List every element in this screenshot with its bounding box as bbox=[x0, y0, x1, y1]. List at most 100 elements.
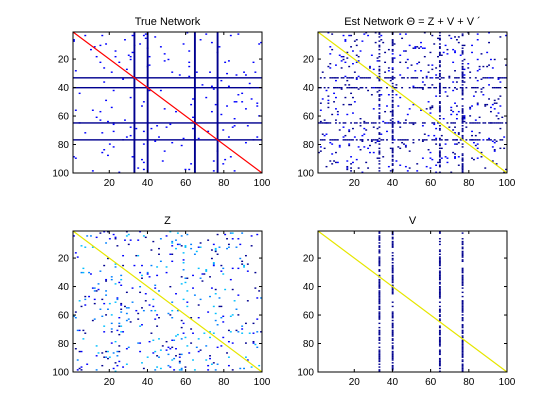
hub-cell bbox=[391, 312, 394, 315]
hub-cell bbox=[461, 295, 464, 298]
hub-cell bbox=[391, 245, 394, 247]
matrix-cell bbox=[399, 33, 402, 35]
matrix-cell bbox=[454, 157, 456, 159]
matrix-cell bbox=[127, 54, 130, 56]
hub-cell bbox=[461, 336, 464, 339]
matrix-cell bbox=[444, 156, 447, 158]
matrix-cell bbox=[141, 324, 143, 326]
matrix-cell bbox=[427, 149, 430, 151]
matrix-cell bbox=[254, 271, 257, 274]
matrix-cell bbox=[146, 271, 149, 274]
matrix-cell bbox=[209, 357, 211, 360]
matrix-cell bbox=[454, 132, 456, 134]
hub-cell bbox=[391, 356, 394, 358]
hub-cell bbox=[378, 160, 381, 162]
matrix-cell bbox=[84, 246, 87, 248]
hub-cell bbox=[378, 287, 381, 289]
hub-cell bbox=[438, 85, 441, 87]
hub-cell bbox=[461, 115, 464, 117]
hub-cell bbox=[391, 331, 394, 333]
hub-cell bbox=[327, 86, 330, 89]
matrix-cell bbox=[476, 79, 479, 82]
matrix-cell bbox=[412, 85, 415, 87]
matrix-cell bbox=[327, 102, 330, 104]
hub-cell bbox=[363, 122, 366, 124]
matrix-cell bbox=[457, 164, 460, 166]
matrix-cell bbox=[184, 168, 187, 171]
matrix-cell bbox=[118, 317, 121, 319]
matrix-cell bbox=[244, 254, 247, 257]
matrix-cell bbox=[110, 328, 113, 330]
hub-cell bbox=[438, 127, 441, 130]
matrix-cell bbox=[363, 146, 366, 148]
hub-cell bbox=[376, 86, 379, 89]
matrix-cell bbox=[167, 58, 170, 61]
matrix-cell bbox=[501, 116, 504, 119]
hub-cell bbox=[391, 240, 394, 243]
hub-cell bbox=[391, 262, 394, 264]
hub-cell bbox=[461, 284, 464, 286]
hub-cell bbox=[391, 345, 394, 347]
hub-cell bbox=[391, 238, 394, 240]
hub-cell bbox=[478, 122, 481, 124]
hub-cell bbox=[461, 91, 464, 93]
matrix-cell bbox=[244, 141, 247, 144]
diagonal-line bbox=[72, 31, 263, 174]
hub-cell bbox=[378, 346, 381, 349]
matrix-cell bbox=[418, 47, 421, 49]
hub-cell bbox=[378, 281, 381, 284]
matrix-cell bbox=[103, 67, 106, 69]
hub-cell bbox=[367, 77, 370, 79]
matrix-cell bbox=[489, 110, 492, 113]
hub-cell bbox=[323, 139, 326, 141]
hub-cell bbox=[461, 349, 464, 351]
hub-cell bbox=[429, 77, 432, 79]
matrix-cell bbox=[348, 144, 351, 147]
hub-cell bbox=[378, 40, 381, 42]
matrix-cell bbox=[99, 119, 102, 121]
matrix-cell bbox=[346, 168, 349, 171]
hub-cell bbox=[378, 163, 381, 165]
hub-cell bbox=[391, 60, 394, 62]
hub-cell bbox=[378, 357, 381, 360]
matrix-cell bbox=[480, 78, 483, 80]
hub-cell bbox=[438, 84, 441, 86]
hub-cell bbox=[391, 78, 394, 80]
hub-cell bbox=[336, 77, 339, 79]
matrix-cell bbox=[214, 312, 217, 315]
hub-cell bbox=[391, 366, 394, 368]
hub-cell bbox=[493, 86, 496, 89]
matrix-cell bbox=[237, 238, 240, 240]
matrix-cell bbox=[180, 338, 183, 340]
hub-cell bbox=[391, 168, 394, 171]
matrix-cell bbox=[493, 149, 496, 151]
matrix-cell bbox=[386, 130, 388, 133]
matrix-cell bbox=[469, 71, 472, 73]
hub-cell bbox=[378, 147, 381, 150]
matrix-cell bbox=[233, 170, 236, 172]
hub-cell bbox=[391, 325, 394, 327]
matrix-cell bbox=[209, 336, 211, 339]
hub-cell bbox=[352, 139, 354, 141]
matrix-cell bbox=[472, 158, 475, 161]
matrix-cell bbox=[212, 243, 215, 246]
matrix-cell bbox=[182, 298, 185, 301]
hub-cell bbox=[391, 112, 394, 114]
matrix-cell bbox=[114, 301, 117, 303]
matrix-cell bbox=[129, 58, 132, 61]
matrix-cell bbox=[82, 267, 85, 270]
hub-cell bbox=[461, 81, 464, 83]
hub-cell bbox=[425, 77, 428, 79]
matrix-cell bbox=[129, 126, 132, 128]
hub-cell bbox=[323, 122, 326, 124]
matrix-cell bbox=[120, 331, 123, 333]
matrix-cell bbox=[319, 109, 322, 111]
matrix-cell bbox=[97, 352, 100, 354]
matrix-cell bbox=[146, 356, 149, 358]
matrix-cell bbox=[452, 129, 455, 131]
matrix-cell bbox=[165, 235, 168, 237]
matrix-cell bbox=[169, 253, 172, 255]
matrix-cell bbox=[414, 46, 417, 48]
hub-cell bbox=[391, 106, 394, 109]
